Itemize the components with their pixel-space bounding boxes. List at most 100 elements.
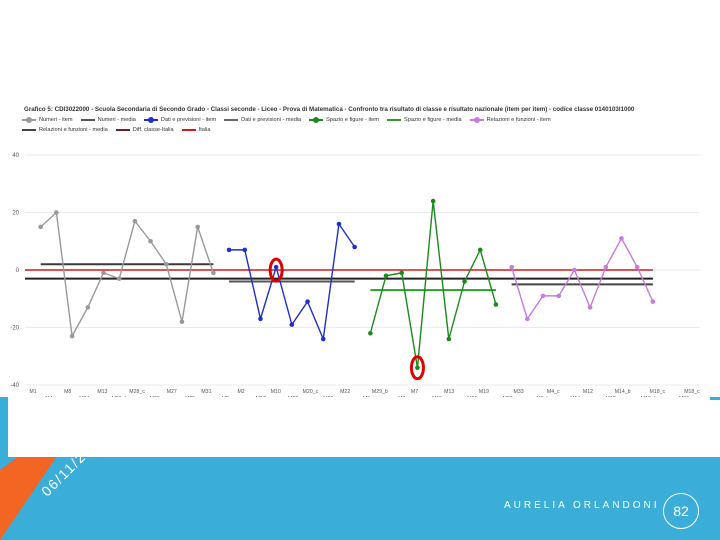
data-point: [226, 247, 232, 253]
legend-label: Spazio e figure - item: [326, 117, 380, 123]
row1-item-3: Dati e previsioni - media: [224, 117, 301, 123]
data-point: [540, 293, 546, 299]
legend-label: Diff. classe-Italia: [132, 127, 174, 133]
legend-label: Dati e previsioni - item: [160, 117, 217, 123]
legend-swatch: [115, 127, 130, 133]
data-point: [430, 198, 436, 204]
data-point: [603, 264, 609, 270]
row1-item-1: Numeri - media: [80, 117, 136, 123]
data-point: [179, 319, 185, 325]
x-tick-label: M12: [583, 389, 593, 395]
legend-swatch: [80, 117, 95, 123]
data-point: [85, 305, 91, 310]
data-point: [289, 322, 295, 327]
data-point: [493, 302, 499, 307]
row1-item-2: Dati e previsioni - item: [143, 117, 217, 123]
data-point: [446, 336, 452, 342]
y-tick-label: 0: [16, 268, 20, 274]
legend-swatch: [387, 117, 402, 123]
data-point: [211, 270, 216, 276]
legend-swatch: [181, 127, 196, 133]
slide-author: AURELIA ORLANDONI: [504, 500, 660, 511]
x-tick-label: M8: [64, 389, 71, 395]
x-tick-label: M31: [201, 389, 211, 395]
legend-swatch: [224, 117, 239, 123]
y-tick-label: 40: [12, 153, 19, 159]
row1-item-6: Relazioni e funzioni - item: [469, 117, 551, 123]
data-point: [509, 264, 514, 270]
row1-item-5: Spazio e figure - media: [387, 117, 462, 123]
data-point: [320, 336, 326, 342]
legend-swatch: [22, 117, 36, 123]
series-line-numeri-item: [40, 211, 215, 339]
x-tick-label: M13: [444, 389, 454, 395]
page-number-badge: 82: [663, 493, 699, 529]
x-tick-label: M20_c: [303, 389, 319, 395]
data-point: [54, 210, 59, 215]
data-point: [148, 238, 153, 244]
data-point: [38, 224, 43, 230]
data-point: [116, 276, 122, 281]
x-tick-label: M13: [97, 389, 107, 395]
data-point: [462, 279, 467, 284]
data-point: [69, 333, 75, 339]
x-tick-label: M33: [514, 389, 524, 395]
legend-swatch: [22, 127, 36, 133]
x-tick-label: M10: [271, 389, 281, 395]
data-point: [101, 270, 106, 276]
highlight-ellipse: [409, 355, 425, 381]
data-point: [415, 365, 420, 371]
legend-label: Relazioni e funzioni - item: [486, 117, 551, 123]
x-tick-label: M14_b: [615, 389, 631, 395]
x-tick-label: M18_c: [650, 389, 666, 395]
page-number: 82: [673, 503, 689, 519]
data-point: [195, 224, 200, 230]
data-point: [352, 244, 357, 250]
data-point: [273, 264, 279, 270]
data-point: [383, 273, 389, 279]
data-point: [619, 236, 624, 241]
blue-corner-shape: [8, 400, 720, 457]
footer-accent-shapes: [0, 400, 720, 540]
legend-swatch: [143, 117, 158, 123]
data-point: [399, 270, 405, 276]
chart-title: Grafico 5: CDI3022000 - Scuola Secondari…: [24, 106, 635, 113]
data-point: [525, 316, 530, 322]
x-tick-label: M7: [411, 389, 418, 395]
data-point: [477, 247, 483, 253]
legend-label: Spazio e figure - media: [404, 117, 462, 123]
highlight-ellipse: [268, 257, 284, 283]
legend-label: Dati e previsioni - media: [241, 117, 302, 123]
x-tick-label: M2: [237, 389, 244, 395]
row2-item-1: Diff. classe-Italia: [115, 127, 174, 133]
chart-panel: Grafico 5: CDI3022000 - Scuola Secondari…: [8, 104, 710, 400]
series-line-relazioni-e-funzioni-item: [510, 236, 654, 321]
row1-item-4: Spazio e figure - item: [309, 117, 379, 123]
x-tick-label: M1: [29, 389, 36, 395]
data-point: [556, 293, 562, 299]
legend-row-1: Numeri - item Numeri - media Dati e previs…: [22, 115, 559, 125]
data-point: [258, 316, 263, 322]
data-point: [634, 264, 640, 270]
data-point: [368, 330, 373, 336]
data-point: [132, 218, 138, 224]
data-point: [587, 305, 593, 310]
legend-swatch: [309, 117, 324, 123]
data-point: [163, 261, 169, 267]
legend-label: Italia: [198, 127, 211, 133]
legend-label: Numeri - item: [39, 117, 73, 123]
x-tick-label: M18_c: [684, 389, 700, 395]
row1-item-0: Numeri - item: [22, 117, 73, 123]
x-tick-label: M4_c: [547, 389, 560, 395]
x-tick-label: M22: [340, 389, 350, 395]
row2-item-0: Relazioni e funzioni - media: [22, 127, 108, 133]
legend-row-2: Relazioni e funzioni - media Diff. classe…: [22, 125, 218, 135]
series-line-spazio-e-figure-item: [369, 200, 497, 368]
legend-swatch: [469, 117, 484, 123]
data-point: [650, 299, 656, 304]
data-point: [242, 247, 248, 253]
y-tick-label: 20: [12, 211, 19, 217]
legend-label: Numeri - media: [97, 117, 136, 123]
y-tick-label: -40: [10, 383, 19, 389]
